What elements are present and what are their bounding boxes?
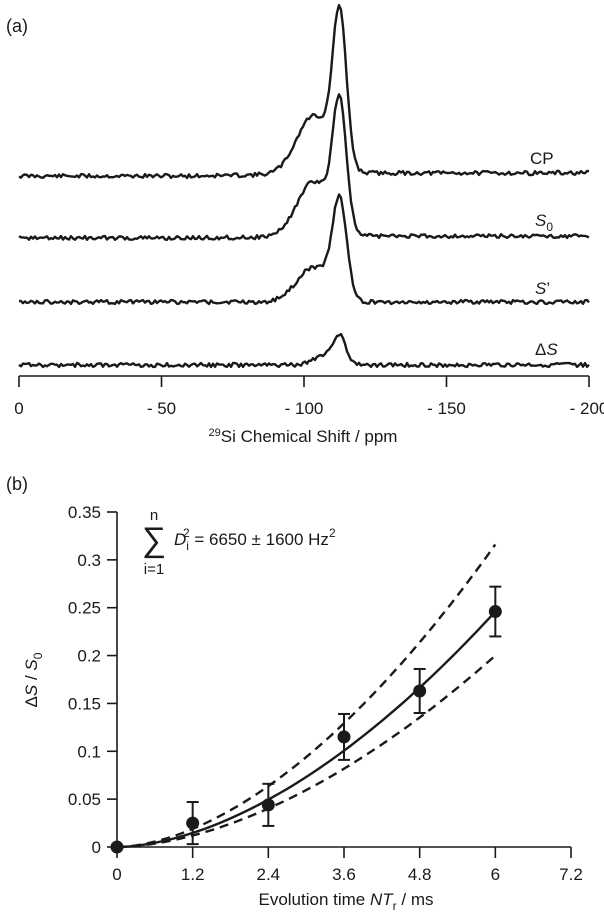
x-tick-label-b: 6 [491,865,500,884]
sum-upper-limit: n [150,507,158,524]
trace-label-cp: CP [530,149,554,168]
trace-label-s0: S0 [535,211,553,234]
nmr-spectra [18,4,590,369]
x-tick-label-b: 2.4 [257,865,281,884]
x-tick-label-a: - 50 [147,399,176,418]
data-point [110,840,124,854]
dipolar-sum-annotation: n ∑ i=1 Di2 = 6650 ± 1600 Hz2 [142,507,336,578]
y-tick-label-b: 0.15 [68,694,101,713]
data-point [186,816,200,830]
x-ticks-a: 0 - 50 - 100 - 150 - 200 [14,376,604,418]
y-tick-label-b: 0.25 [68,599,101,618]
x-tick-label-b: 1.2 [181,865,205,884]
data-points [110,585,502,854]
fit-curves [116,543,497,849]
data-point [488,605,502,619]
x-axis-label-a: 29Si Chemical Shift / ppm [209,427,398,446]
sum-expression: Di2 = 6650 ± 1600 Hz2 [174,526,336,553]
spectrum-trace-0 [18,4,589,180]
spectrum-trace-3 [18,332,590,369]
fit-curve-dashed-2 [116,654,497,849]
panel-b-label: (b) [6,474,28,494]
x-tick-label-a: 0 [14,399,23,418]
x-tick-label-b: 4.8 [408,865,432,884]
fit-curve-dashed-1 [116,543,497,849]
spectrum-trace-1 [18,93,590,241]
y-tick-label-b: 0.3 [77,551,101,570]
x-tick-label-b: 3.6 [332,865,356,884]
y-tick-label-b: 0 [92,838,101,857]
data-point [337,730,351,744]
trace-label-s-prime: S’ [535,279,550,298]
x-tick-label-a: - 100 [285,399,324,418]
panel-a-label: (a) [6,16,28,36]
data-point [261,798,275,812]
x-axis-label-b: Evolution time NTr / ms [258,890,433,913]
x-ticks-b: 0 1.2 2.4 3.6 4.8 6 7.2 [112,847,583,884]
y-tick-label-b: 0.05 [68,790,101,809]
data-point [413,684,427,698]
x-tick-label-b: 7.2 [559,865,583,884]
y-tick-label-b: 0.35 [68,503,101,522]
x-tick-label-a: - 150 [427,399,466,418]
y-ticks-b: 0 0.05 0.1 0.15 0.2 0.25 0.3 0.35 [68,503,117,857]
y-tick-label-b: 0.1 [77,742,101,761]
x-tick-label-b: 0 [112,865,121,884]
fit-curve-solid [116,610,497,849]
spectrum-trace-2 [18,193,590,306]
y-axis-label-b: ΔS / S0 [22,652,45,707]
sum-lower-limit: i=1 [144,561,164,578]
x-tick-label-a: - 200 [570,399,604,418]
sum-symbol: ∑ [142,521,166,559]
trace-label-delta-s: ΔS [535,340,558,359]
y-tick-label-b: 0.2 [77,647,101,666]
